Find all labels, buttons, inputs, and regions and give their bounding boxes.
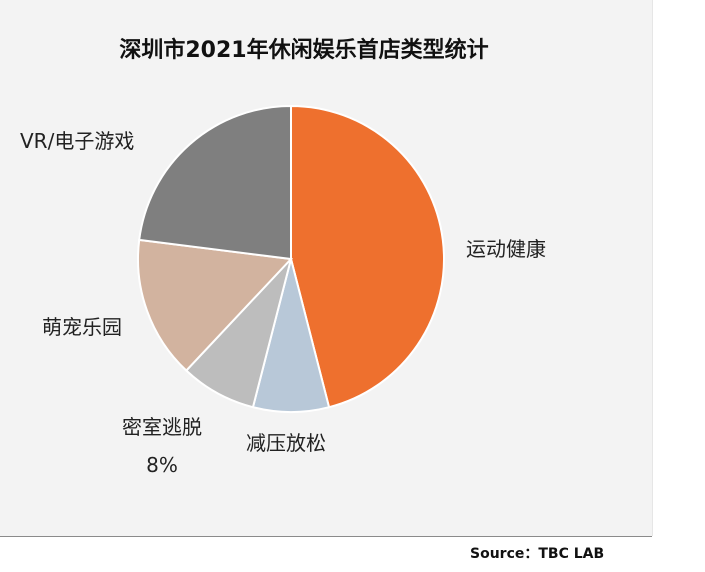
pie-slice-1 [290, 104, 445, 409]
bottom-divider [0, 536, 652, 537]
slice-label-1: 运动健康 [466, 237, 546, 261]
pie-slice-4 [137, 238, 294, 372]
slice-label-4: 萌宠乐园 [42, 315, 122, 339]
slice-label-2: 减压放松 [246, 431, 326, 455]
slice-label-3: 密室逃脱 [122, 415, 202, 439]
source-note: Source：TBC LAB [470, 546, 605, 562]
slice-value-label-3: 8% [146, 453, 178, 477]
pie-slice-5 [138, 104, 292, 261]
chart-title: 深圳市2021年休闲娱乐首店类型统计 [119, 37, 488, 63]
pie-slices [137, 104, 445, 413]
slice-label-5: VR/电子游戏 [20, 129, 134, 153]
